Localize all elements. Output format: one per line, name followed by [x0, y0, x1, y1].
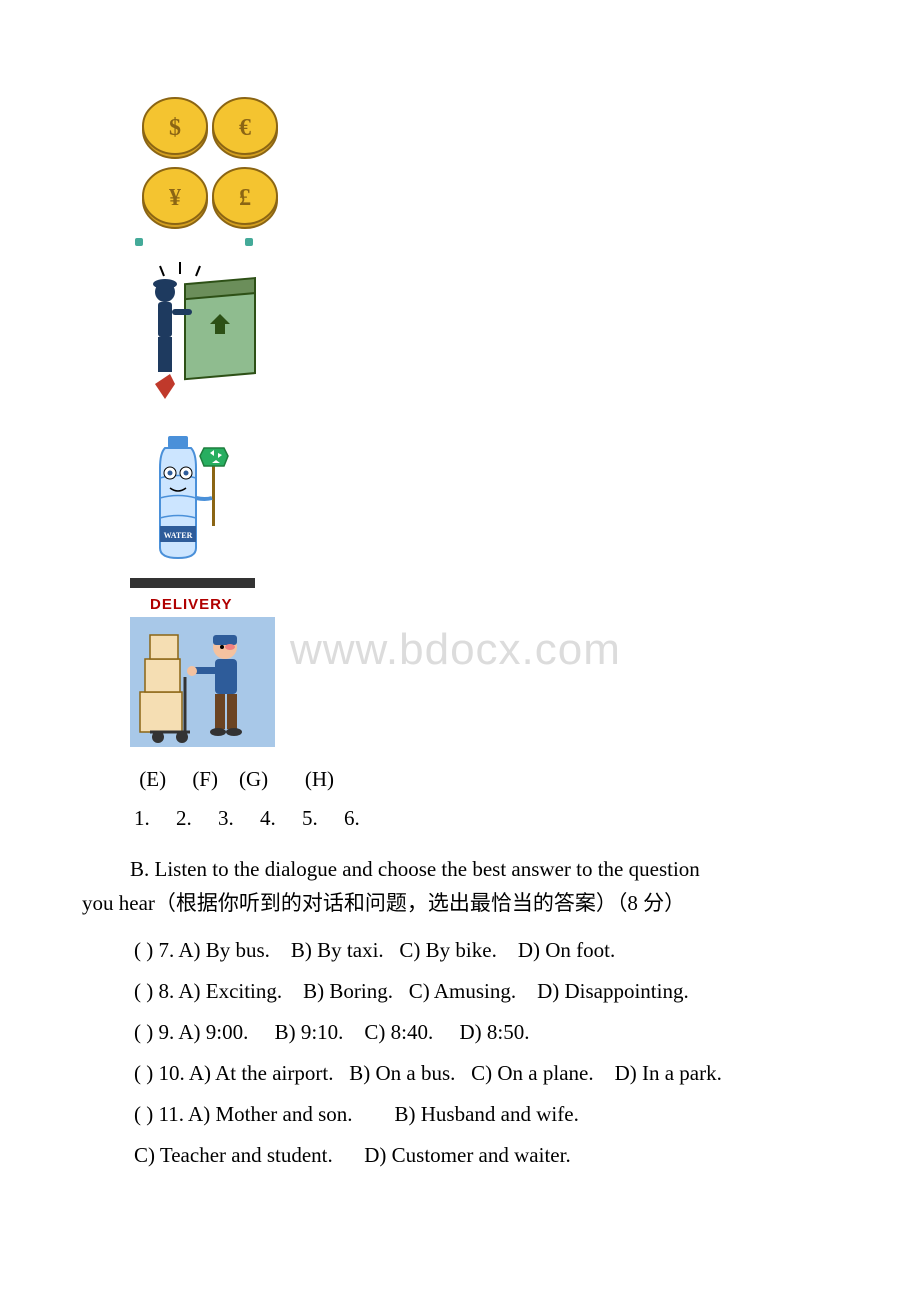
question-9: ( ) 9. A) 9:00. B) 9:10. C) 8:40. D) 8:5… — [130, 1020, 840, 1045]
delivery-image — [130, 617, 275, 747]
number-row: 1. 2. 3. 4. 5. 6. — [130, 806, 840, 831]
question-8: ( ) 8. A) Exciting. B) Boring. C) Amusin… — [130, 979, 840, 1004]
question-11-line1: ( ) 11. A) Mother and son. B) Husband an… — [130, 1102, 840, 1127]
recycle-image — [130, 254, 270, 414]
watermark: www.bdocx.com — [290, 625, 621, 675]
svg-text:$: $ — [169, 115, 181, 141]
delivery-title: DELIVERY — [130, 596, 840, 613]
question-11-line2: C) Teacher and student. D) Customer and … — [130, 1143, 840, 1168]
question-7: ( ) 7. A) By bus. B) By taxi. C) By bike… — [130, 938, 840, 963]
svg-text:£: £ — [239, 185, 251, 211]
coins-image: $ € ¥ £ — [130, 90, 290, 250]
svg-text:€: € — [239, 115, 251, 141]
section-b-line2: you hear（根据你听到的对话和问题，选出最恰当的答案）（8 分） — [82, 891, 685, 915]
water-bottle-image: WATER — [130, 418, 255, 588]
question-10: ( ) 10. A) At the airport. B) On a bus. … — [130, 1061, 840, 1086]
section-b-line1: B. Listen to the dialogue and choose the… — [82, 857, 700, 881]
letter-row: (E) (F) (G) (H) — [130, 767, 840, 792]
svg-text:WATER: WATER — [164, 531, 193, 540]
text-content: (E) (F) (G) (H) 1. 2. 3. 4. 5. 6. B. Lis… — [130, 767, 840, 1168]
section-b-instructions: B. Listen to the dialogue and choose the… — [82, 853, 840, 920]
svg-text:¥: ¥ — [169, 185, 181, 211]
